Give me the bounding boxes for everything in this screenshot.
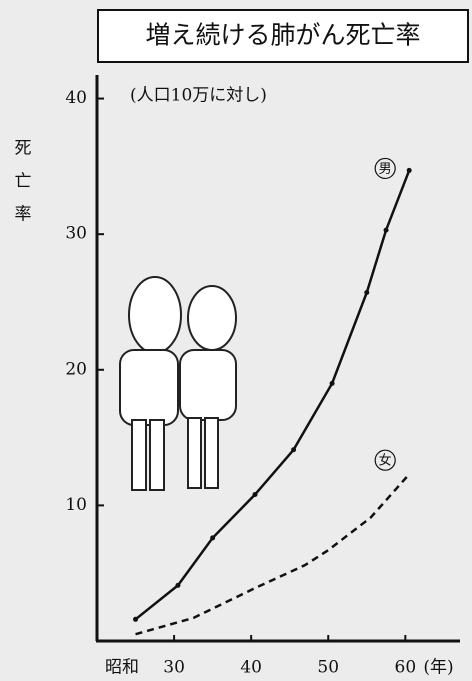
legend-label: 女 [379,453,392,469]
x-tick-label: 50 [317,658,339,678]
series-line [135,473,411,636]
point [175,582,181,588]
point [383,227,389,233]
x-tick-label: 30 [163,658,185,678]
y-tick-label: 10 [65,495,87,515]
x-unit-label: (年) [423,658,453,678]
chart-title: 増え続ける肺がん死亡率 [145,21,420,50]
chart-subtitle: (人口10万に対し) [130,86,267,106]
legend-circle [374,157,396,180]
x-era-label: 昭和 [105,658,139,678]
x-tick-label: 60 [395,658,417,678]
y-axis-label: 死亡率 [11,139,32,238]
title-box [97,9,469,63]
point [133,616,139,622]
y-tick-label: 40 [65,88,87,108]
point [291,447,297,453]
y-tick-label: 20 [65,359,87,379]
x-tick-label: 40 [240,658,262,678]
point [406,167,412,173]
point [252,492,258,498]
point [329,380,335,386]
illustration [119,276,237,491]
point [210,535,216,541]
y-tick-label: 30 [65,224,87,244]
legend-circle [374,449,396,471]
legend-label: 男 [379,162,392,177]
point [364,289,370,295]
